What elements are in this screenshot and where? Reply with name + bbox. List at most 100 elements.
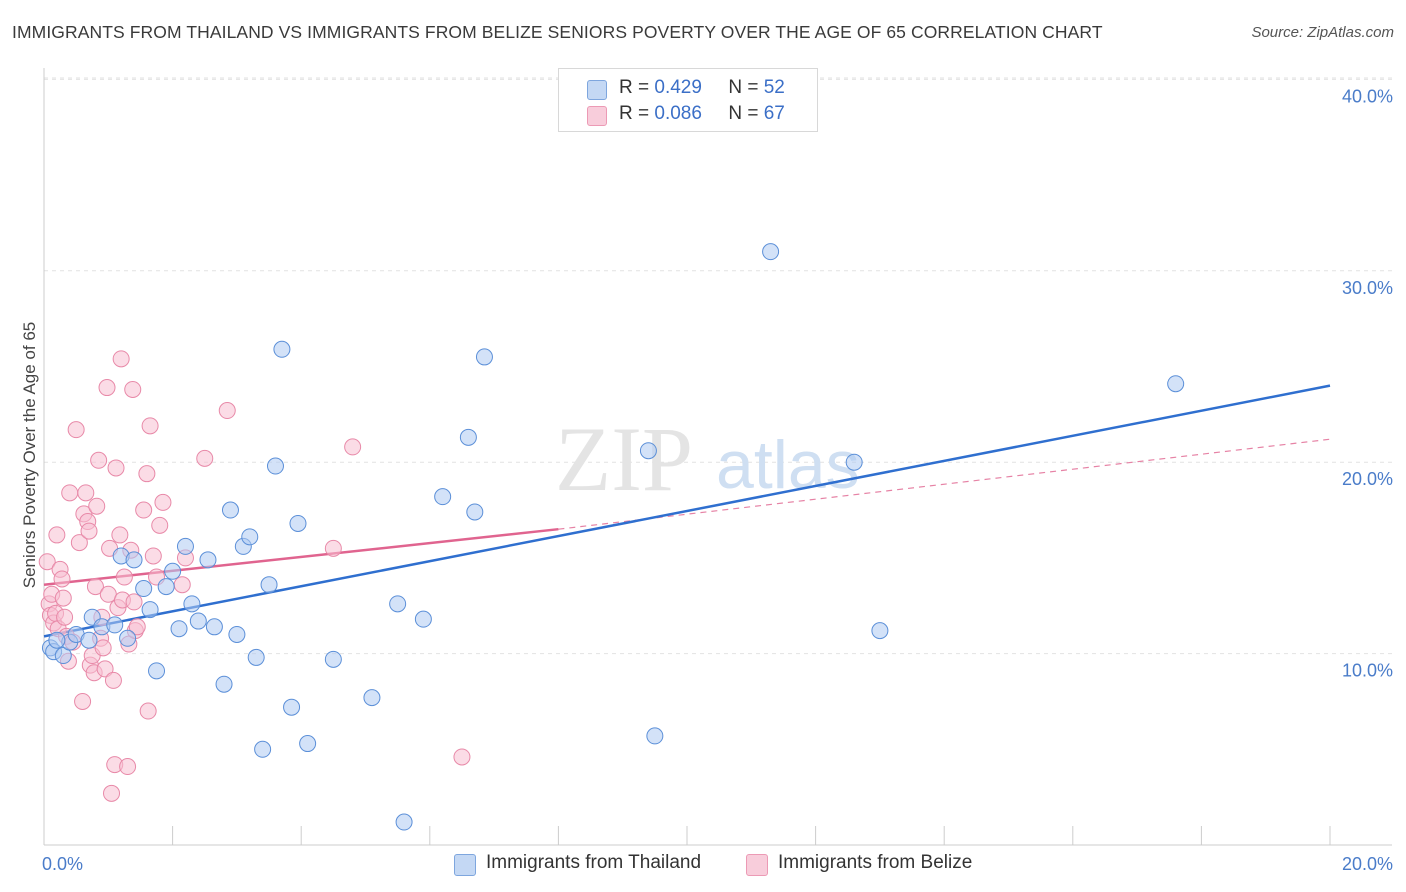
watermark-zip: ZIP	[555, 408, 693, 510]
belize-point	[139, 702, 157, 720]
thailand-point	[221, 501, 239, 519]
thailand-point	[141, 601, 159, 619]
belize-point	[96, 660, 114, 678]
thailand-point	[170, 620, 188, 638]
thailand-point	[183, 595, 201, 613]
tick-labels: 10.0% 20.0% 30.0% 40.0% 0.0% 20.0%	[42, 86, 1393, 874]
thailand-point	[241, 528, 259, 546]
thailand-point	[215, 675, 233, 693]
thailand-points	[41, 243, 1185, 831]
thailand-point	[106, 616, 124, 634]
thailand-r-value: 0.429	[654, 77, 702, 98]
thailand-point	[205, 618, 223, 636]
thailand-point	[247, 648, 265, 666]
belize-n-label: N =	[728, 103, 764, 124]
thailand-point	[189, 612, 207, 630]
source-label: Source: ZipAtlas.com	[1251, 24, 1394, 41]
thailand-point	[119, 629, 137, 647]
belize-point	[125, 593, 143, 611]
belize-point	[53, 570, 71, 588]
thailand-n-value: 52	[763, 77, 785, 98]
thailand-point	[434, 488, 452, 506]
y-tick-label: 20.0%	[1342, 469, 1393, 489]
belize-point	[138, 465, 156, 483]
belize-n-value: 67	[763, 103, 785, 124]
belize-point	[94, 639, 112, 657]
thailand-swatch	[587, 80, 607, 100]
y-tick-label: 10.0%	[1342, 661, 1393, 681]
thailand-point	[176, 537, 194, 555]
belize-points	[38, 350, 471, 802]
belize-point	[141, 417, 159, 435]
belize-point	[112, 350, 130, 368]
y-tick-label: 40.0%	[1342, 86, 1393, 106]
belize-legend-swatch	[746, 854, 768, 876]
thailand-legend-label: Immigrants from Thailand	[486, 852, 702, 873]
thailand-point	[395, 813, 413, 831]
belize-point	[154, 493, 172, 511]
belize-point	[104, 671, 122, 689]
belize-r-value: 0.086	[654, 103, 702, 124]
thailand-point	[466, 503, 484, 521]
thailand-point	[148, 662, 166, 680]
belize-point	[453, 748, 471, 766]
belize-point	[107, 459, 125, 477]
belize-point	[48, 526, 66, 544]
belize-legend-label: Immigrants from Belize	[778, 852, 973, 873]
belize-point	[67, 421, 85, 439]
belize-point	[218, 402, 236, 420]
thailand-point	[363, 689, 381, 707]
thailand-point	[646, 727, 664, 745]
thailand-legend-swatch	[454, 854, 476, 876]
belize-swatch	[587, 106, 607, 126]
thailand-point	[266, 457, 284, 475]
thailand-point	[1167, 375, 1185, 393]
belize-point	[61, 484, 79, 502]
belize-point	[144, 547, 162, 565]
thailand-point	[414, 610, 432, 628]
belize-point	[99, 585, 117, 603]
belize-r-label: R =	[619, 103, 655, 124]
thailand-point	[254, 740, 272, 758]
belize-point	[151, 516, 169, 534]
belize-point	[86, 578, 104, 596]
belize-point	[98, 379, 116, 397]
belize-point	[173, 576, 191, 594]
belize-point	[103, 784, 121, 802]
thailand-point	[475, 348, 493, 366]
thailand-point	[845, 453, 863, 471]
thailand-point	[48, 631, 66, 649]
thailand-point	[871, 622, 889, 640]
thailand-point	[164, 562, 182, 580]
belize-point	[135, 501, 153, 519]
belize-point	[56, 608, 74, 626]
belize-point	[54, 589, 72, 607]
belize-point	[119, 758, 137, 776]
thailand-r-label: R =	[619, 77, 655, 98]
belize-point	[124, 380, 142, 398]
belize-point	[88, 497, 106, 515]
belize-point	[111, 526, 129, 544]
thailand-point	[283, 698, 301, 716]
watermark: ZIP atlas	[555, 408, 860, 510]
thailand-point	[299, 735, 317, 753]
x-tick-label: 20.0%	[1342, 854, 1393, 874]
x-tick-label: 0.0%	[42, 854, 83, 874]
thailand-point	[80, 631, 98, 649]
grid-lines	[44, 77, 1392, 655]
belize-point	[80, 522, 98, 540]
belize-trend-dashed	[558, 438, 1331, 530]
belize-point	[77, 484, 95, 502]
belize-point	[128, 618, 146, 636]
axes	[43, 68, 1392, 846]
belize-point	[70, 534, 88, 552]
belize-point	[324, 539, 342, 557]
belize-point	[38, 553, 56, 571]
belize-point	[344, 438, 362, 456]
correlation-legend: R = 0.429 N = 52 R = 0.086 N = 67	[558, 68, 818, 132]
thailand-point	[762, 243, 780, 261]
belize-point	[74, 692, 92, 710]
thailand-point	[273, 340, 291, 358]
belize-point	[196, 449, 214, 467]
